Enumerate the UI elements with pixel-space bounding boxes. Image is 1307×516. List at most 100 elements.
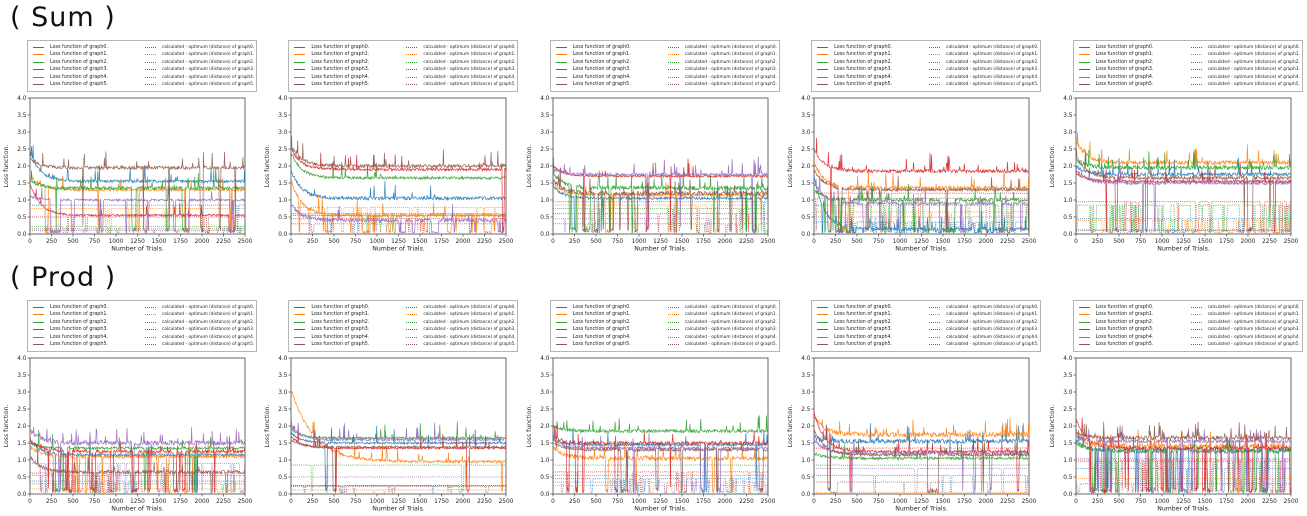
legend-box: Loss function of graph0. calculated - opt… xyxy=(549,40,780,92)
legend-row: Loss function of graph2. calculated - opt… xyxy=(1076,319,1300,326)
x-axis-label: Number of Trials. xyxy=(373,246,426,253)
x-tick-label: 500 xyxy=(590,239,601,245)
y-axis-label: Loss function. xyxy=(1049,405,1056,448)
x-tick-label: 1500 xyxy=(936,239,951,245)
loss-series-line xyxy=(1075,157,1291,232)
x-tick-label: 1500 xyxy=(936,499,951,505)
legend-solid-line-swatch xyxy=(817,321,829,323)
legend-entry: calculated - optimum (distance) of graph… xyxy=(1188,44,1300,51)
y-axis-label: Loss function. xyxy=(264,405,271,448)
x-tick-label: 750 xyxy=(350,239,361,245)
x-tick-label: 1000 xyxy=(631,499,646,505)
legend-solid-line-swatch xyxy=(294,69,306,71)
legend-label: calculated - optimum (distance) of graph… xyxy=(946,319,1039,325)
loss-series-line xyxy=(552,424,769,493)
legend-label: calculated - optimum (distance) of graph… xyxy=(162,334,255,340)
loss-series-line xyxy=(29,174,246,234)
x-tick-label: 2500 xyxy=(1283,499,1298,505)
loss-series-line xyxy=(29,185,246,235)
legend-row: Loss function of graph0. calculated - opt… xyxy=(1076,44,1300,51)
y-tick-label: 0.0 xyxy=(801,232,811,238)
x-tick-label: 2250 xyxy=(1262,239,1277,245)
distance-series-line xyxy=(813,197,1030,235)
distance-series-line xyxy=(1075,460,1291,494)
legend-dashed-line-swatch xyxy=(929,306,941,308)
plot-svg: 0.0 0.5 1.0 1.5 2.0 2.5 3.0 3.5 4.0 0 250 500 750 100… xyxy=(787,96,1037,253)
subplot-cell: Loss function of graph0. calculated - opt… xyxy=(784,294,1045,513)
loss-series-line xyxy=(29,170,246,234)
legend-dashed-line-swatch xyxy=(1190,314,1202,316)
legend-row: Loss function of graph5. calculated - opt… xyxy=(30,341,254,348)
x-tick-label: 750 xyxy=(873,239,884,245)
loss-series-line xyxy=(813,162,1030,234)
x-tick-label: 1250 xyxy=(130,499,145,505)
legend-solid-line-swatch xyxy=(1078,61,1090,63)
legend-label: calculated - optimum (distance) of graph… xyxy=(1207,52,1300,58)
legend-dashed-line-swatch xyxy=(406,84,418,86)
legend-entry: Loss function of graph1. xyxy=(30,51,142,58)
legend-dashed-line-swatch xyxy=(929,336,941,338)
x-tick-label: 1500 xyxy=(413,499,428,505)
legend-dashed-line-swatch xyxy=(667,344,679,346)
legend-dashed-line-swatch xyxy=(145,336,156,338)
x-tick-label: 0 xyxy=(551,239,555,245)
x-tick-label: 1500 xyxy=(674,499,689,505)
x-tick-label: 0 xyxy=(812,499,816,505)
legend-label: Loss function of graph5. xyxy=(834,342,893,348)
legend-entry: Loss function of graph5. xyxy=(814,341,926,348)
legend-box: Loss function of graph0. calculated - opt… xyxy=(288,300,519,352)
axes-frame xyxy=(290,357,507,495)
legend-entry: Loss function of graph5. xyxy=(291,341,403,348)
legend-entry: calculated - optimum (distance) of graph… xyxy=(1188,59,1300,66)
legend-label: Loss function of graph4. xyxy=(50,74,108,80)
legend-entry: calculated - optimum (distance) of graph… xyxy=(1188,311,1300,318)
y-axis-label: Loss function. xyxy=(3,405,10,448)
legend-dashed-line-swatch xyxy=(667,46,679,48)
legend-dashed-line-swatch xyxy=(406,46,418,48)
legend-entry: Loss function of graph4. xyxy=(1076,334,1188,341)
plot-svg: 0.0 0.5 1.0 1.5 2.0 2.5 3.0 3.5 4.0 0 250 500 750 100… xyxy=(526,96,776,253)
legend-dashed-line-swatch xyxy=(406,329,418,331)
loss-series-line xyxy=(1075,429,1291,494)
x-tick-label: 500 xyxy=(1113,239,1124,245)
legend-entry: calculated - optimum (distance) of graph… xyxy=(665,51,777,58)
legend-label: Loss function of graph2. xyxy=(1095,319,1154,325)
legend-row: Loss function of graph3. calculated - opt… xyxy=(553,66,777,73)
loss-series-line xyxy=(29,429,246,493)
y-tick-label: 3.0 xyxy=(540,130,550,136)
legend-dashed-line-swatch xyxy=(667,76,679,78)
legend-label: Loss function of graph3. xyxy=(50,67,108,73)
legend-row: Loss function of graph5. calculated - opt… xyxy=(1076,341,1300,348)
y-tick-label: 1.5 xyxy=(17,181,27,187)
legend-entry: calculated - optimum (distance) of graph… xyxy=(665,81,777,88)
legend-row: Loss function of graph5. calculated - opt… xyxy=(814,81,1038,88)
legend-dashed-line-swatch xyxy=(1190,306,1202,308)
loss-series-line xyxy=(291,430,507,493)
loss-series-line xyxy=(291,421,507,441)
legend-entry: Loss function of graph0. xyxy=(1076,44,1188,51)
legend-label: Loss function of graph1. xyxy=(50,52,108,58)
loss-series-line xyxy=(291,420,507,443)
x-tick-label: 750 xyxy=(350,499,361,505)
legend-label: calculated - optimum (distance) of graph… xyxy=(1207,67,1300,73)
y-tick-label: 3.5 xyxy=(540,113,550,119)
legend-label: Loss function of graph0. xyxy=(50,44,108,50)
legend-dashed-line-swatch xyxy=(406,76,418,78)
subplot-cell: Loss function of graph0. calculated - opt… xyxy=(523,294,784,513)
legend-solid-line-swatch xyxy=(555,321,567,323)
legend-entry: Loss function of graph4. xyxy=(30,334,142,341)
y-tick-label: 0.0 xyxy=(17,492,27,498)
loss-series-line xyxy=(1075,167,1291,233)
legend-solid-line-swatch xyxy=(294,344,306,346)
legend-entry: calculated - optimum (distance) of graph… xyxy=(926,319,1038,326)
legend-label: calculated - optimum (distance) of graph… xyxy=(684,312,778,318)
distance-series-line xyxy=(291,484,507,494)
distance-series-line xyxy=(30,482,246,494)
legend-entry: Loss function of graph0. xyxy=(814,304,926,311)
loss-series-line xyxy=(552,156,769,234)
distance-series-line xyxy=(814,467,1030,493)
legend-dashed-line-swatch xyxy=(145,344,156,346)
plot-svg: 0.0 0.5 1.0 1.5 2.0 2.5 3.0 3.5 4.0 0 250 500 750 100… xyxy=(3,96,253,253)
x-tick-label: 2500 xyxy=(238,499,253,505)
x-tick-label: 2000 xyxy=(979,239,994,245)
